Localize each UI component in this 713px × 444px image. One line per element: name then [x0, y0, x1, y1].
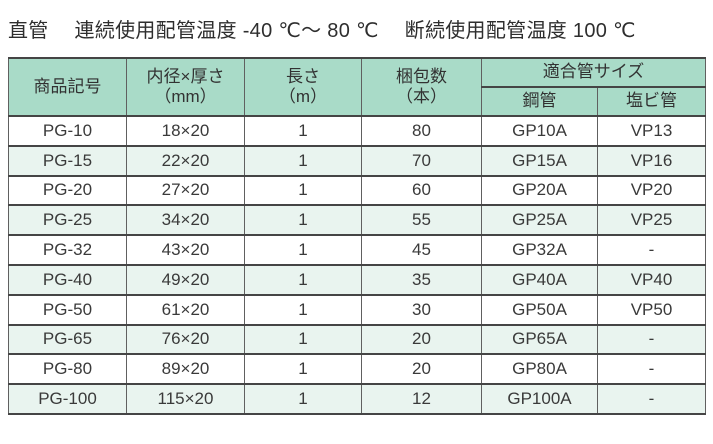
cell-steel-pipe: GP50A	[481, 293, 598, 326]
cell-steel-pipe: GP65A	[481, 323, 598, 356]
header-size-line2: （mm）	[154, 87, 217, 106]
cell-size: 49×20	[126, 263, 245, 296]
header-steel-pipe: 鋼管	[481, 86, 598, 117]
header-package-qty: 梱包数 （本）	[361, 57, 482, 117]
table-row: PG-80 89×20 1 20 GP80A -	[8, 353, 706, 386]
cell-steel-pipe: GP100A	[481, 383, 598, 415]
cell-size: 18×20	[126, 115, 245, 147]
header-size: 内径×厚さ （mm）	[126, 57, 245, 117]
cell-package-qty: 35	[361, 263, 482, 296]
cell-size: 34×20	[126, 204, 245, 237]
table-row: PG-40 49×20 1 35 GP40A VP40	[8, 263, 706, 296]
cell-product-code: PG-50	[8, 293, 127, 326]
table-row: PG-15 22×20 1 70 GP15A VP16	[8, 144, 706, 177]
cell-package-qty: 55	[361, 204, 482, 237]
cell-size: 76×20	[126, 323, 245, 356]
cell-pvc-pipe: VP20	[597, 174, 706, 207]
cell-length: 1	[244, 263, 362, 296]
cell-product-code: PG-65	[8, 323, 127, 356]
cell-length: 1	[244, 383, 362, 415]
cell-pvc-pipe: -	[597, 234, 706, 266]
cell-steel-pipe: GP32A	[481, 234, 598, 266]
title-continuous-temp: 連続使用配管温度 -40 ℃～ 80 ℃	[74, 20, 379, 42]
cell-length: 1	[244, 144, 362, 177]
cell-size: 61×20	[126, 293, 245, 326]
cell-length: 1	[244, 204, 362, 237]
table-row: PG-20 27×20 1 60 GP20A VP20	[8, 174, 706, 207]
cell-steel-pipe: GP20A	[481, 174, 598, 207]
cell-steel-pipe: GP40A	[481, 263, 598, 296]
table-row: PG-25 34×20 1 55 GP25A VP25	[8, 204, 706, 237]
cell-pvc-pipe: VP25	[597, 204, 706, 237]
header-length: 長さ （m）	[244, 57, 362, 117]
cell-steel-pipe: GP15A	[481, 144, 598, 177]
cell-pvc-pipe: VP50	[597, 293, 706, 326]
cell-pvc-pipe: VP16	[597, 144, 706, 177]
cell-size: 22×20	[126, 144, 245, 177]
table-row: PG-65 76×20 1 20 GP65A -	[8, 323, 706, 356]
spec-table-body: PG-10 18×20 1 80 GP10A VP13 PG-15 22×20 …	[8, 115, 706, 415]
page-title: 直管 連続使用配管温度 -40 ℃～ 80 ℃ 断続使用配管温度 100 ℃	[8, 14, 636, 43]
cell-package-qty: 45	[361, 234, 482, 266]
cell-pvc-pipe: VP13	[597, 115, 706, 147]
title-product-type: 直管	[8, 20, 49, 42]
cell-length: 1	[244, 353, 362, 386]
cell-package-qty: 70	[361, 144, 482, 177]
cell-length: 1	[244, 234, 362, 266]
table-row: PG-10 18×20 1 80 GP10A VP13	[8, 115, 706, 147]
cell-package-qty: 80	[361, 115, 482, 147]
cell-pvc-pipe: VP40	[597, 263, 706, 296]
cell-product-code: PG-25	[8, 204, 127, 237]
cell-size: 89×20	[126, 353, 245, 386]
cell-size: 27×20	[126, 174, 245, 207]
table-row: PG-50 61×20 1 30 GP50A VP50	[8, 293, 706, 326]
spec-table-header: 商品記号 内径×厚さ （mm） 長さ （m） 梱包数 （本） 適合管サイズ 鋼管…	[8, 57, 706, 117]
cell-product-code: PG-80	[8, 353, 127, 386]
header-length-line1: 長さ	[286, 66, 320, 86]
cell-steel-pipe: GP10A	[481, 115, 598, 147]
cell-pvc-pipe: -	[597, 323, 706, 356]
cell-length: 1	[244, 323, 362, 356]
cell-length: 1	[244, 115, 362, 147]
cell-size: 115×20	[126, 383, 245, 415]
cell-package-qty: 20	[361, 353, 482, 386]
table-row: PG-32 43×20 1 45 GP32A -	[8, 234, 706, 266]
spec-table: 商品記号 内径×厚さ （mm） 長さ （m） 梱包数 （本） 適合管サイズ 鋼管…	[8, 57, 706, 415]
table-row: PG-100 115×20 1 12 GP100A -	[8, 383, 706, 415]
cell-steel-pipe: GP80A	[481, 353, 598, 386]
cell-length: 1	[244, 293, 362, 326]
header-length-line2: （m）	[278, 87, 328, 106]
header-size-line1: 内径×厚さ	[146, 66, 225, 86]
cell-package-qty: 20	[361, 323, 482, 356]
cell-pvc-pipe: -	[597, 353, 706, 386]
cell-steel-pipe: GP25A	[481, 204, 598, 237]
cell-product-code: PG-10	[8, 115, 127, 147]
cell-product-code: PG-100	[8, 383, 127, 415]
cell-size: 43×20	[126, 234, 245, 266]
cell-length: 1	[244, 174, 362, 207]
cell-pvc-pipe: -	[597, 383, 706, 415]
header-pvc-pipe: 塩ビ管	[597, 86, 706, 117]
cell-package-qty: 60	[361, 174, 482, 207]
header-product-code: 商品記号	[8, 57, 127, 117]
cell-product-code: PG-32	[8, 234, 127, 266]
cell-product-code: PG-15	[8, 144, 127, 177]
cell-product-code: PG-40	[8, 263, 127, 296]
cell-product-code: PG-20	[8, 174, 127, 207]
header-compatible-pipe-size: 適合管サイズ	[481, 57, 706, 88]
header-package-qty-line2: （本）	[396, 87, 447, 106]
title-intermittent-temp: 断続使用配管温度 100 ℃	[404, 20, 636, 42]
cell-package-qty: 30	[361, 293, 482, 326]
header-package-qty-line1: 梱包数	[396, 66, 447, 86]
cell-package-qty: 12	[361, 383, 482, 415]
